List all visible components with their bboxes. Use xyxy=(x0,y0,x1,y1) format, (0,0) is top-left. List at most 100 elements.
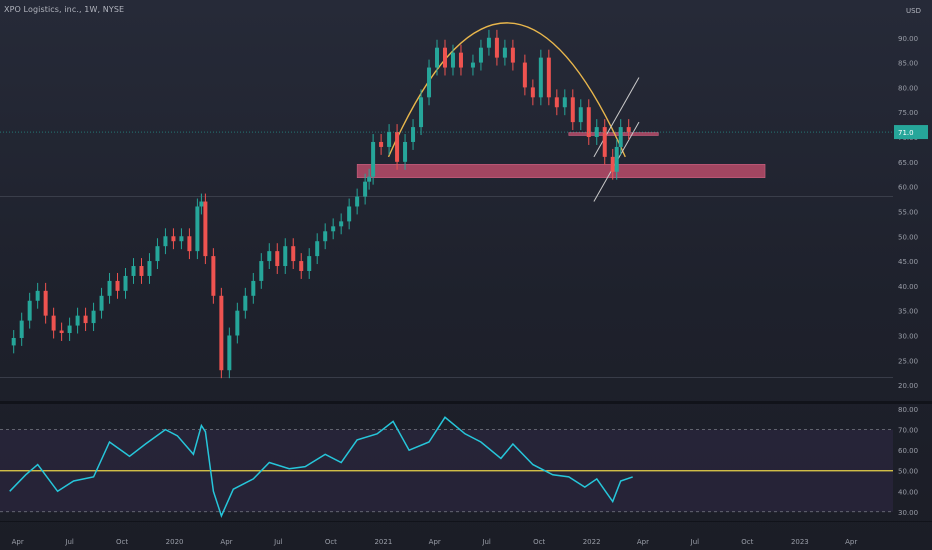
candle xyxy=(618,119,623,155)
candle xyxy=(219,287,224,379)
price-tick-label: 90.00 xyxy=(898,35,918,43)
candle xyxy=(259,253,264,289)
candle-body xyxy=(43,290,48,316)
candle-body xyxy=(442,47,447,68)
panel-separator xyxy=(0,401,932,404)
candle xyxy=(578,99,583,131)
candle xyxy=(199,193,204,215)
time-tick-label: Oct xyxy=(533,538,545,546)
candle xyxy=(163,228,168,255)
support-zone xyxy=(356,164,766,178)
candle xyxy=(99,287,104,319)
oscillator-tick-label: 40.00 xyxy=(898,488,918,496)
candle xyxy=(379,134,384,155)
price-tick-label: 35.00 xyxy=(898,308,918,316)
candle-body xyxy=(494,37,499,58)
candle-body xyxy=(267,251,272,262)
candle-body xyxy=(259,261,264,281)
oscillator-tick-label: 70.00 xyxy=(898,427,918,435)
candle-body xyxy=(299,261,304,271)
price-tick-label: 65.00 xyxy=(898,159,918,167)
candle xyxy=(411,119,416,150)
candle-body xyxy=(187,236,192,252)
last-price-badge xyxy=(894,125,928,140)
candle-body xyxy=(522,62,527,88)
oscillator-tick-label: 80.00 xyxy=(898,406,918,414)
candle xyxy=(123,268,128,299)
time-tick-label: Oct xyxy=(741,538,753,546)
chart-title: XPO Logistics, inc., 1W, NYSE xyxy=(4,5,125,14)
candle xyxy=(363,173,368,205)
oscillator-axis: 30.00 40.00 50.00 60.00 70.00 80.00 xyxy=(898,406,918,517)
time-tick-label: Jul xyxy=(64,538,74,546)
candle-body xyxy=(367,176,372,182)
candle-body xyxy=(570,97,575,123)
candle-body xyxy=(379,141,384,147)
candle-body xyxy=(470,62,475,68)
candle xyxy=(347,198,352,230)
candle xyxy=(27,292,32,329)
candle xyxy=(299,253,304,279)
candle xyxy=(227,327,232,379)
candle-body xyxy=(203,201,208,257)
candle-body xyxy=(123,275,128,291)
candle xyxy=(67,317,72,341)
candle-body xyxy=(283,246,288,267)
candle xyxy=(275,243,280,274)
time-tick-label: Jul xyxy=(690,538,700,546)
oscillator-tick-label: 60.00 xyxy=(898,447,918,455)
time-tick-label: 2022 xyxy=(583,538,601,546)
candle-body xyxy=(530,87,535,98)
axis-separator xyxy=(0,521,932,522)
candle xyxy=(442,39,447,76)
candle xyxy=(171,228,176,250)
candle xyxy=(554,89,559,116)
candle-body xyxy=(171,236,176,242)
time-tick-label: Apr xyxy=(845,538,857,546)
candle-body xyxy=(486,37,491,48)
candle xyxy=(494,29,499,66)
candle xyxy=(427,59,432,106)
candle-body xyxy=(195,206,200,252)
candle-body xyxy=(35,290,40,301)
candle-body xyxy=(67,325,72,334)
currency-label: USD xyxy=(906,7,921,15)
candle xyxy=(530,79,535,106)
price-tick-label: 75.00 xyxy=(898,109,918,117)
candle-body xyxy=(83,315,88,324)
candle-body xyxy=(227,335,232,371)
candle xyxy=(251,272,256,304)
candle xyxy=(610,148,615,180)
candle xyxy=(155,238,160,270)
candle-body xyxy=(562,97,567,108)
candle-body xyxy=(411,127,416,142)
candle xyxy=(51,307,56,339)
candle xyxy=(91,302,96,332)
candle xyxy=(331,218,336,240)
time-tick-label: 2021 xyxy=(374,538,392,546)
candle-body xyxy=(275,251,280,267)
time-tick-label: 2020 xyxy=(166,538,184,546)
price-tick-label: 20.00 xyxy=(898,382,918,390)
candle xyxy=(371,134,376,185)
price-tick-label: 30.00 xyxy=(898,332,918,340)
time-tick-label: 2023 xyxy=(791,538,809,546)
candle-body xyxy=(554,97,559,108)
candle-body xyxy=(450,52,455,68)
candle xyxy=(203,193,208,265)
candle xyxy=(594,119,599,145)
candle-body xyxy=(323,231,328,242)
candle-body xyxy=(478,47,483,63)
candle-body xyxy=(594,127,599,138)
time-tick-label: Jul xyxy=(481,538,491,546)
price-tick-label: 45.00 xyxy=(898,258,918,266)
candle xyxy=(115,272,120,299)
candle-body xyxy=(91,310,96,324)
time-tick-label: Oct xyxy=(325,538,337,546)
candle xyxy=(147,253,152,284)
candle xyxy=(538,49,543,106)
candle-body xyxy=(546,57,551,98)
price-tick-label: 50.00 xyxy=(898,233,918,241)
candle-body xyxy=(131,266,136,276)
